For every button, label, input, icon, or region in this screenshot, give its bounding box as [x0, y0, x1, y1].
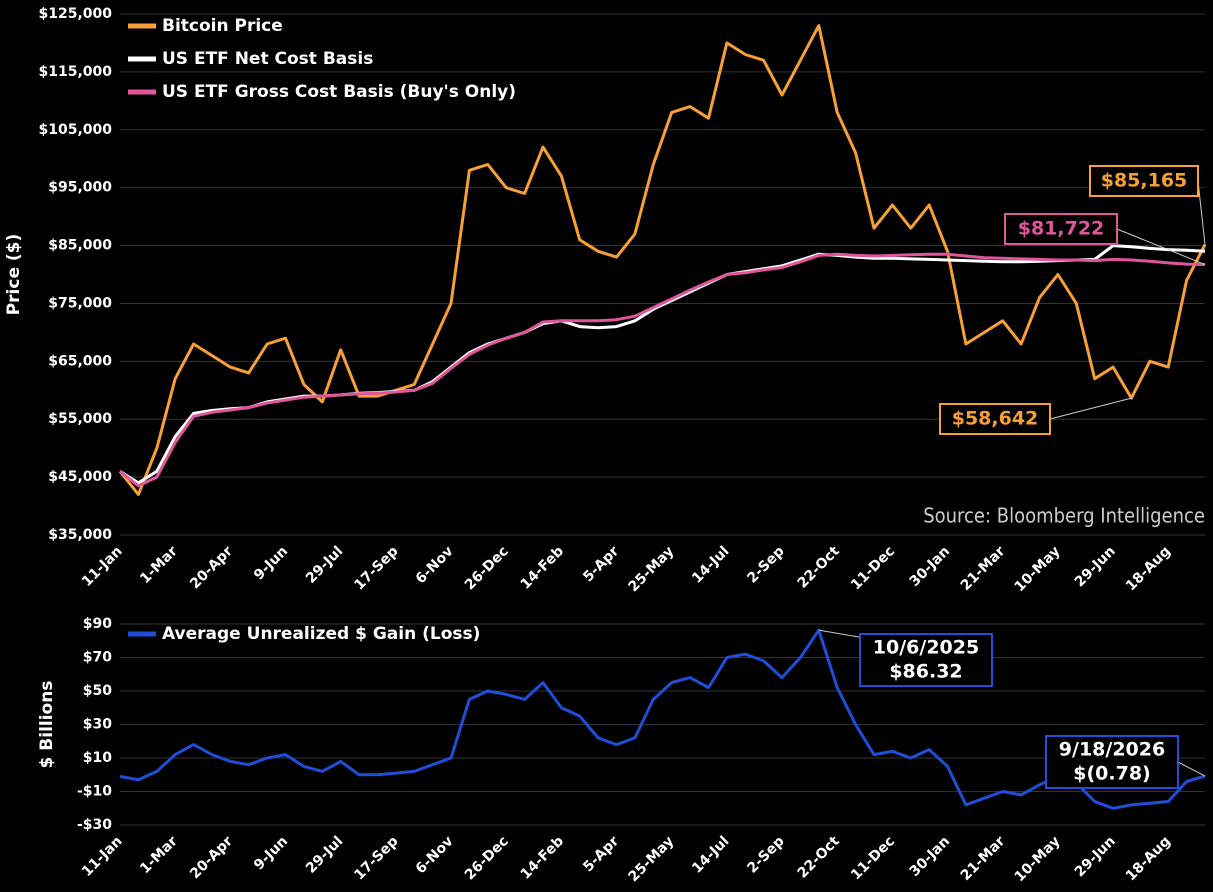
x-tick-label: 14-Feb	[518, 833, 567, 882]
x-tick-label: 22-Oct	[795, 833, 843, 881]
annotation-leader	[1177, 761, 1206, 777]
x-tick-label: 5-Apr	[580, 543, 622, 585]
series-line	[119, 252, 1206, 488]
x-tick-label: 22-Oct	[795, 543, 843, 591]
y-tick-label: -$10	[77, 784, 112, 800]
x-tick-label: 2-Sep	[744, 543, 787, 586]
annotation-box	[939, 403, 1051, 435]
x-tick-label: 2-Sep	[744, 833, 787, 876]
y-tick-label: $45,000	[48, 469, 112, 485]
x-tick-label: 26-Dec	[462, 543, 512, 593]
annotation-label: $(0.78)	[1073, 763, 1150, 785]
series-line	[119, 244, 1206, 485]
annotation-date: 9/18/2026	[1059, 739, 1165, 761]
annotation-date: 10/6/2025	[873, 637, 979, 659]
x-tick-label: 6-Nov	[413, 833, 457, 877]
x-tick-label: 9-Jun	[251, 833, 291, 873]
x-tick-label: 10-May	[1012, 833, 1064, 885]
y-tick-label: $75,000	[48, 295, 112, 311]
x-tick-label: 11-Jan	[79, 543, 126, 590]
x-tick-label: 14-Feb	[518, 543, 567, 592]
legend-label: US ETF Net Cost Basis	[162, 49, 373, 69]
y-tick-label: $105,000	[38, 122, 112, 138]
x-tick-label: 14-Jul	[689, 833, 732, 876]
y-tick-label: $50	[83, 683, 112, 699]
annotation-box	[859, 633, 993, 687]
annotation-box	[1045, 735, 1179, 789]
y-tick-label: $90	[83, 616, 112, 632]
y-tick-label: $115,000	[38, 64, 112, 80]
x-tick-label: 1-Mar	[137, 543, 181, 587]
x-tick-label: 18-Aug	[1123, 543, 1174, 594]
x-tick-label: 11-Jan	[79, 833, 126, 880]
annotation-box	[1004, 213, 1118, 245]
legend-label: Bitcoin Price	[162, 16, 283, 36]
y-tick-label: -$30	[77, 817, 112, 833]
y-tick-label: $125,000	[38, 6, 112, 22]
legend-label: Average Unrealized $ Gain (Loss)	[162, 624, 480, 644]
x-tick-label: 30-Jan	[907, 833, 954, 880]
annotation-label: $81,722	[1018, 218, 1105, 240]
x-tick-label: 1-Mar	[137, 833, 181, 877]
x-tick-label: 9-Jun	[251, 543, 291, 583]
x-tick-label: 30-Jan	[907, 543, 954, 590]
x-tick-label: 11-Dec	[848, 543, 898, 593]
annotation-leader	[1197, 180, 1206, 245]
y-tick-label: $85,000	[48, 238, 112, 254]
y-axis-title: Price ($)	[4, 234, 24, 316]
x-tick-label: 5-Apr	[580, 833, 622, 875]
x-tick-label: 21-Mar	[958, 543, 1009, 594]
x-tick-label: 17-Sep	[351, 543, 401, 593]
legend-label: US ETF Gross Cost Basis (Buy's Only)	[162, 82, 516, 102]
x-tick-label: 25-May	[625, 543, 677, 595]
source-note: Source: Bloomberg Intelligence	[923, 504, 1205, 528]
x-tick-label: 6-Nov	[413, 543, 457, 587]
y-tick-label: $10	[83, 750, 112, 766]
y-tick-label: $55,000	[48, 411, 112, 427]
annotation-box	[1089, 165, 1199, 197]
y-tick-label: $30	[83, 717, 112, 733]
y-tick-label: $95,000	[48, 180, 112, 196]
series-line	[119, 628, 1206, 810]
annotation-label: $58,642	[952, 408, 1039, 430]
annotation-leader	[1049, 397, 1132, 420]
x-tick-label: 21-Mar	[958, 833, 1009, 884]
y-tick-label: $35,000	[48, 527, 112, 543]
x-tick-label: 18-Aug	[1123, 833, 1174, 884]
x-tick-label: 20-Apr	[187, 833, 236, 882]
x-tick-label: 25-May	[625, 833, 677, 885]
series-line	[118, 24, 1207, 496]
x-tick-label: 10-May	[1012, 543, 1064, 595]
x-tick-label: 26-Dec	[462, 833, 512, 883]
y-tick-label: $65,000	[48, 353, 112, 369]
annotation-label: $85,165	[1101, 170, 1188, 192]
annotation-leader	[1116, 228, 1206, 265]
x-tick-label: 20-Apr	[187, 543, 236, 592]
y-tick-label: $70	[83, 650, 112, 666]
y-axis-title: $ Billions	[37, 681, 57, 769]
x-tick-label: 17-Sep	[351, 833, 401, 883]
x-tick-label: 14-Jul	[689, 543, 732, 586]
x-tick-label: 29-Jul	[303, 833, 346, 876]
x-tick-label: 29-Jun	[1072, 543, 1119, 590]
x-tick-label: 29-Jun	[1072, 833, 1119, 880]
x-tick-label: 11-Dec	[848, 833, 898, 883]
x-tick-label: 29-Jul	[303, 543, 346, 586]
annotation-label: $86.32	[889, 661, 962, 683]
